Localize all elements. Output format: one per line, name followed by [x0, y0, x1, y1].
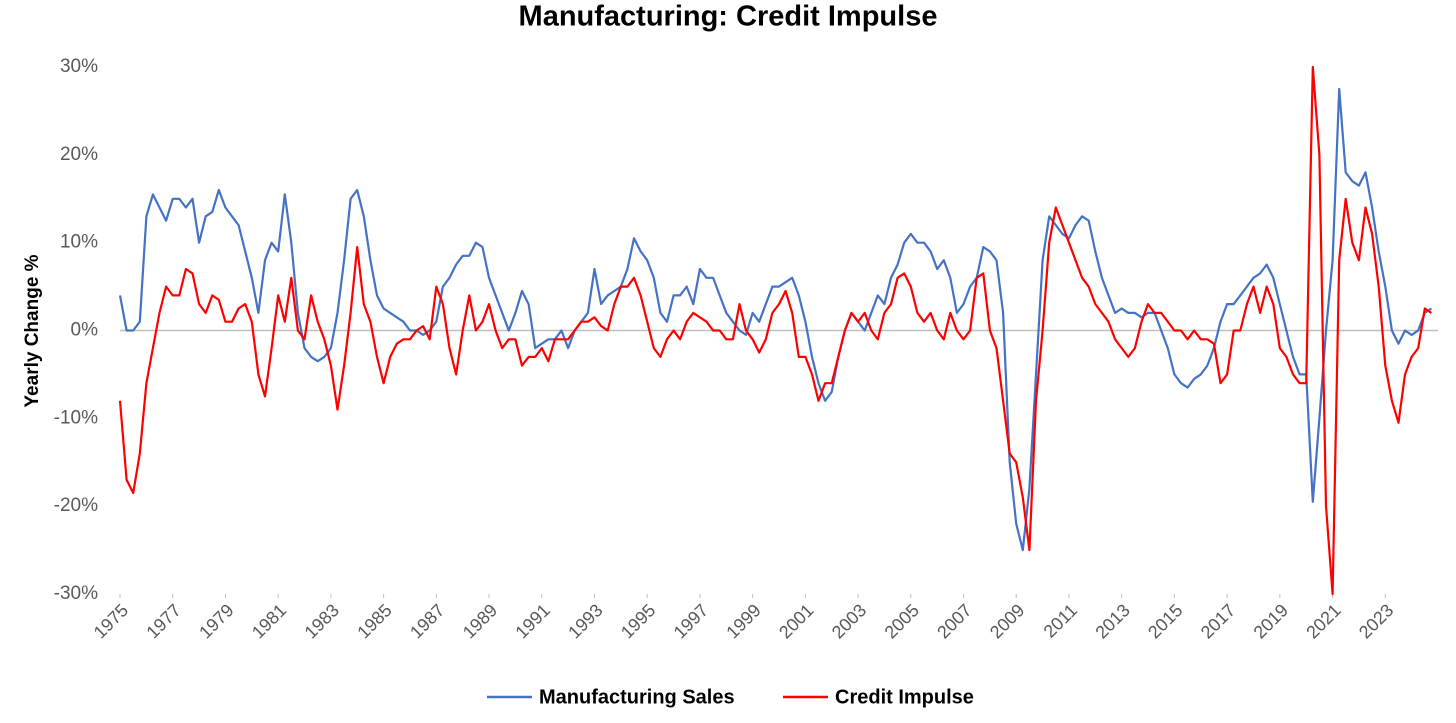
- x-tick-label: 2001: [775, 600, 817, 642]
- x-tick-label: 2011: [1040, 600, 1082, 642]
- x-tick-label: 1979: [195, 600, 237, 642]
- x-tick-label: 2009: [986, 600, 1028, 642]
- x-tick-label: 1981: [248, 600, 290, 642]
- x-tick-label: 2003: [828, 600, 870, 642]
- y-tick-label: -20%: [54, 495, 98, 516]
- x-tick-label: 1983: [301, 600, 343, 642]
- x-tick-label: 1997: [670, 600, 712, 642]
- x-tick-label: 1999: [722, 600, 764, 642]
- y-tick-label: 30%: [60, 56, 98, 77]
- x-tick-label: 1987: [406, 600, 448, 642]
- series-line: [118, 65, 1433, 596]
- x-tick-label: 1995: [617, 600, 659, 642]
- chart-title: Manufacturing: Credit Impulse: [519, 1, 938, 33]
- x-tick-label: 2005: [881, 600, 923, 642]
- x-tick-label: 1975: [90, 600, 132, 642]
- x-tick-label: 1977: [142, 600, 184, 642]
- x-tick-label: 1991: [511, 600, 553, 642]
- x-tick-label: 2015: [1144, 600, 1186, 642]
- series-line: [118, 87, 1433, 552]
- x-tick-label: 1989: [459, 600, 501, 642]
- legend-label: Credit Impulse: [835, 686, 974, 708]
- y-tick-label: 20%: [60, 144, 98, 165]
- x-tick-label: 2007: [933, 600, 975, 642]
- y-axis-label: Yearly Change %: [22, 254, 43, 407]
- x-tick-label: 2017: [1197, 600, 1239, 642]
- x-tick-label: 2019: [1250, 600, 1292, 642]
- x-tick-label: 1993: [564, 600, 606, 642]
- y-tick-label: -10%: [54, 407, 98, 428]
- x-tick-label: 2023: [1355, 600, 1397, 642]
- y-tick-label: 10%: [60, 232, 98, 253]
- x-tick-label: 2013: [1091, 600, 1133, 642]
- y-tick-label: -30%: [54, 583, 98, 604]
- x-tick-label: 1985: [353, 600, 395, 642]
- legend-label: Manufacturing Sales: [539, 686, 735, 708]
- y-tick-label: 0%: [71, 320, 99, 341]
- x-tick-label: 2021: [1302, 600, 1344, 642]
